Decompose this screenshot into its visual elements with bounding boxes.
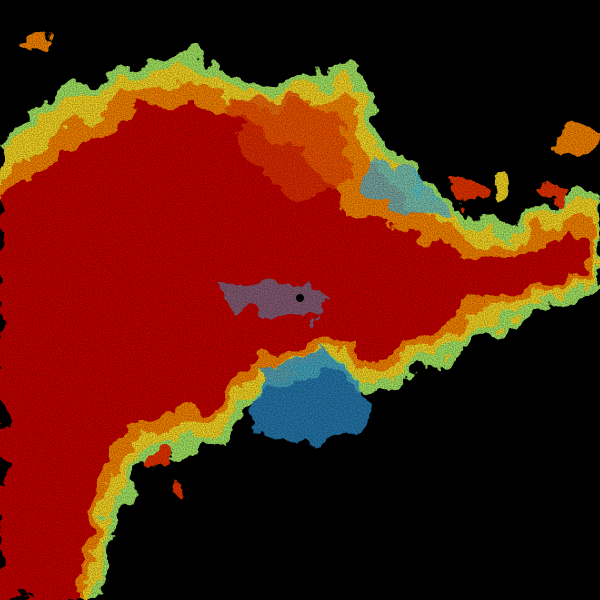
radar-site-dot-icon (296, 294, 304, 302)
